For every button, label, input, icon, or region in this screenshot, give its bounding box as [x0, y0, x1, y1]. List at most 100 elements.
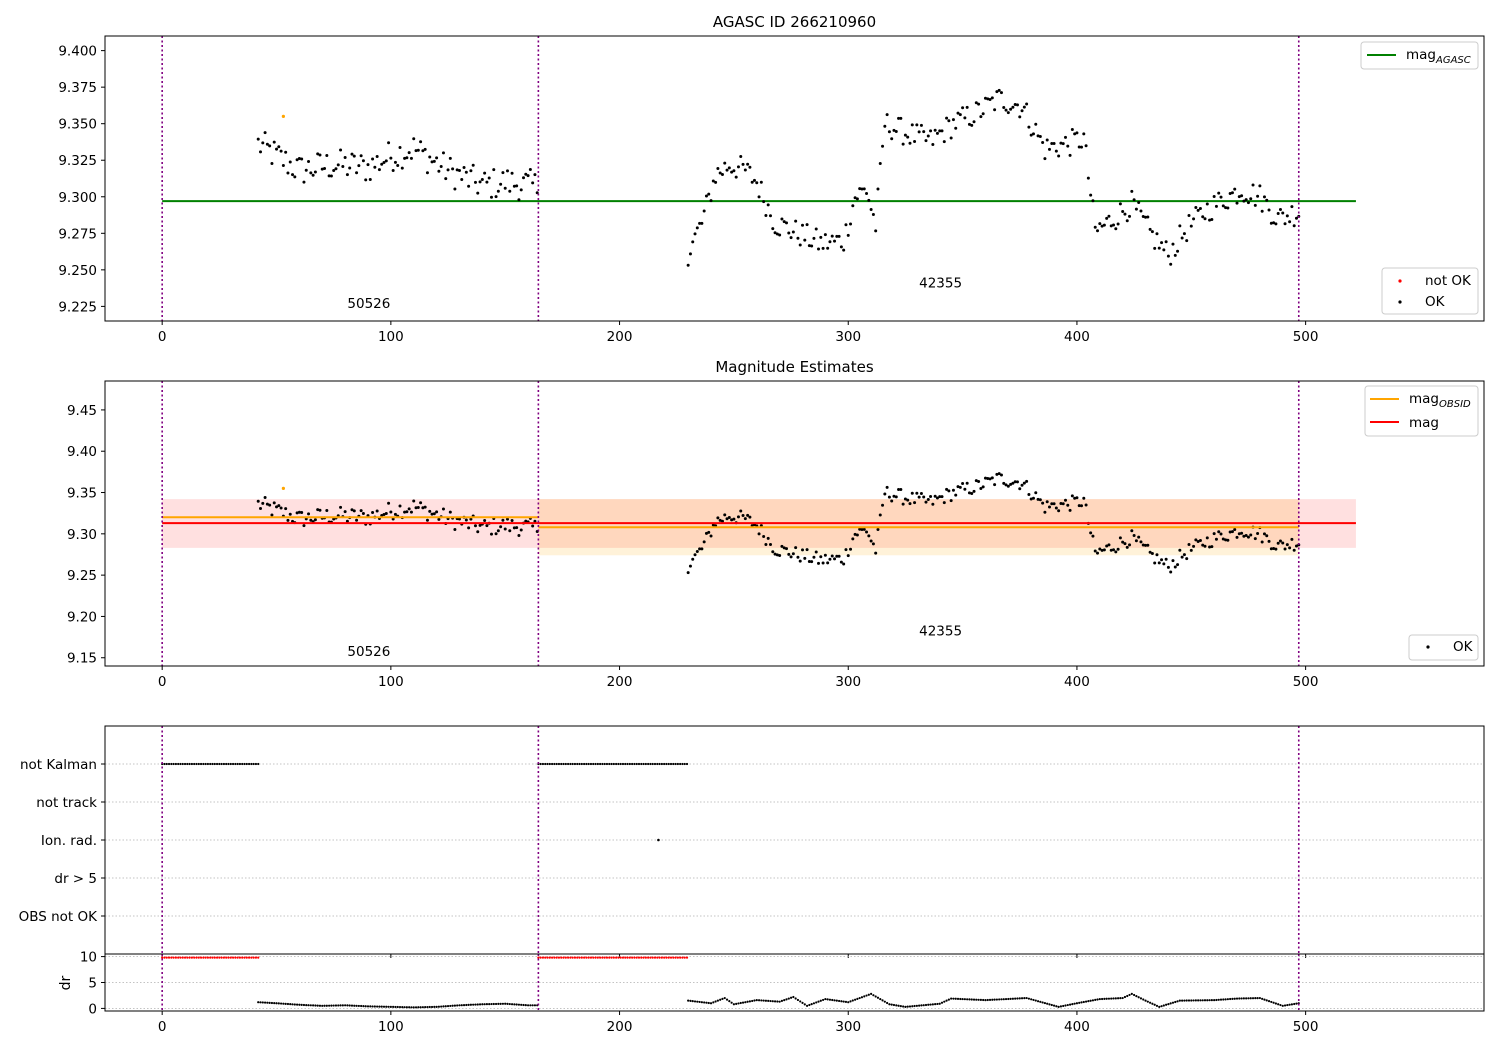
dr-point [341, 1004, 344, 1007]
ok-point [833, 239, 837, 243]
clipped-dr-point [199, 956, 203, 959]
ok-point [917, 130, 921, 134]
flag-category-label: not Kalman [20, 757, 97, 773]
dr-point [737, 1002, 740, 1005]
dr-point [693, 1000, 697, 1003]
dr-point [371, 1005, 374, 1008]
clipped-dr-point [557, 956, 561, 959]
dr-point [890, 1003, 893, 1006]
clipped-dr-point [589, 956, 593, 959]
dr-point [1185, 999, 1188, 1002]
dr-point [794, 997, 797, 1000]
dr-point [879, 997, 882, 1001]
dr-point [282, 1002, 285, 1005]
ok-point [999, 91, 1003, 95]
ok-point [1290, 537, 1294, 541]
clipped-dr-point [190, 956, 194, 959]
clipped-dr-point [193, 956, 196, 959]
clipped-dr-point [573, 956, 577, 959]
ok-point [1230, 191, 1234, 195]
ok-point [1267, 539, 1271, 543]
ok-point [926, 134, 930, 138]
ok-point [1125, 545, 1129, 549]
ok-point [833, 557, 837, 561]
ok-point [903, 497, 907, 501]
ok-point [942, 140, 946, 144]
panel1-line-legend: magAGASC [1360, 41, 1479, 70]
ok-point [1025, 479, 1029, 483]
dr-point [817, 1000, 820, 1003]
ok-point [409, 510, 413, 514]
flag-point [626, 762, 629, 766]
y-tick-label: 5 [88, 976, 97, 992]
clipped-dr-point [669, 956, 673, 959]
x-tick-label: 500 [1293, 1019, 1319, 1035]
ok-point [494, 532, 498, 536]
ok-point [357, 164, 361, 168]
dr-point [1238, 997, 1241, 1000]
ok-point [730, 518, 734, 522]
ok-point [1132, 534, 1136, 538]
ok-point [771, 227, 775, 231]
ok-point [908, 141, 912, 145]
ok-point [519, 188, 523, 192]
ok-point [981, 485, 985, 489]
ok-point [524, 519, 528, 523]
clipped-dr-point [612, 956, 615, 959]
ok-point [412, 137, 416, 141]
dr-point [1249, 997, 1252, 1000]
ok-point [823, 233, 827, 237]
ok-point [979, 487, 983, 491]
dr-point [1272, 1001, 1275, 1004]
ok-point [974, 479, 978, 483]
flag-point [679, 762, 682, 766]
ok-point [739, 154, 743, 158]
panel2-plot-area: 50526 42355 [161, 381, 1356, 666]
ok-point [1022, 481, 1026, 485]
ok-point [803, 556, 807, 560]
ok-point [734, 175, 738, 179]
dr-point [977, 998, 980, 1001]
flag-point [227, 762, 230, 766]
clipped-dr-point [576, 956, 579, 959]
dr-point [279, 1002, 283, 1005]
ok-point [1160, 558, 1164, 562]
ok-point [748, 515, 752, 519]
ok-point [288, 160, 292, 164]
ok-point [919, 123, 923, 127]
dr-point [1279, 1003, 1282, 1007]
dr-point [1098, 997, 1101, 1001]
ok-point [1059, 502, 1063, 506]
ok-point [1164, 240, 1168, 244]
dr-point [350, 1004, 354, 1007]
dr-point [1258, 996, 1261, 1000]
x-tick-label: 0 [158, 674, 167, 690]
dr-point [353, 1004, 356, 1007]
ok-point [691, 240, 695, 244]
ok-point [965, 481, 969, 485]
ok-point [1285, 214, 1289, 218]
flag-point [644, 762, 647, 766]
x-tick-label: 500 [1293, 329, 1319, 345]
dr-point [492, 1002, 495, 1006]
dr-point [776, 1000, 779, 1003]
ok-point [949, 499, 953, 503]
dr-point [392, 1005, 395, 1009]
dr-point [972, 998, 976, 1001]
ok-point [1164, 557, 1168, 561]
flag-point [222, 762, 226, 766]
ok-point [1217, 191, 1221, 195]
ok-point [336, 163, 340, 167]
dr-point [1229, 997, 1232, 1001]
clipped-dr-point [599, 956, 602, 959]
flag-point [596, 762, 599, 766]
ok-point [1237, 532, 1241, 536]
dr-point [950, 997, 953, 1000]
ok-point [810, 244, 814, 248]
clipped-dr-point [227, 956, 230, 959]
ok-point [343, 510, 347, 514]
dr-point [1105, 997, 1108, 1000]
ok-point [972, 489, 976, 493]
ok-point [279, 149, 283, 153]
dr-point [476, 1003, 479, 1006]
